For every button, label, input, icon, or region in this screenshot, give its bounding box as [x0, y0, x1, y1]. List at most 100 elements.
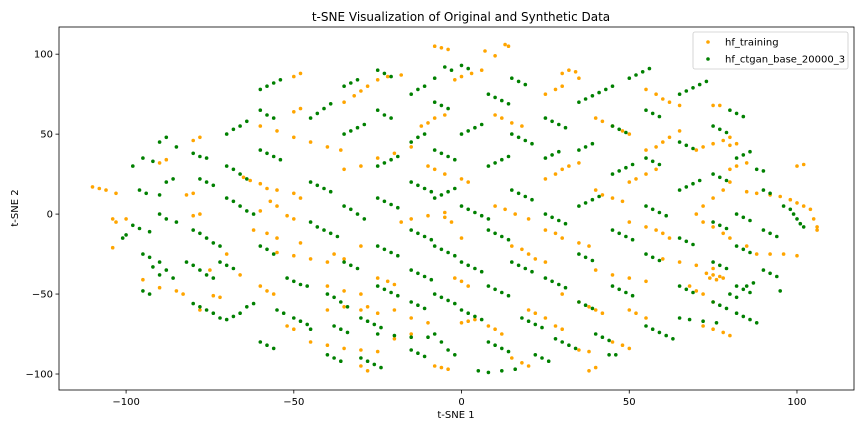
data-point [332, 295, 336, 300]
data-point [567, 68, 571, 72]
data-point [624, 290, 628, 295]
data-point [711, 273, 715, 277]
data-point [486, 370, 491, 375]
data-point [724, 226, 729, 231]
data-point [526, 217, 531, 221]
data-point [593, 365, 598, 370]
data-point [667, 236, 672, 240]
data-point [258, 124, 263, 128]
data-point [191, 301, 195, 306]
data-point [677, 316, 682, 320]
data-point [459, 74, 464, 79]
data-point [795, 217, 799, 221]
data-point [677, 103, 682, 108]
data-point [650, 159, 655, 164]
data-point [724, 306, 729, 311]
data-point [198, 231, 202, 236]
data-point [362, 217, 367, 221]
data-point [500, 346, 504, 351]
data-point [600, 119, 605, 124]
data-point [654, 145, 658, 149]
data-point [728, 108, 732, 112]
data-point [191, 191, 195, 196]
data-point [754, 321, 759, 325]
data-point [479, 68, 484, 72]
data-point [744, 284, 749, 288]
data-point [590, 258, 595, 263]
data-point [349, 129, 353, 133]
data-point [751, 281, 756, 285]
data-point [375, 332, 380, 336]
data-point [258, 340, 263, 344]
data-point [375, 156, 380, 160]
data-point [453, 353, 457, 357]
data-point [573, 70, 578, 74]
data-point [768, 231, 772, 236]
data-point [342, 260, 346, 264]
data-point [275, 250, 279, 255]
data-point [657, 162, 662, 167]
data-point [593, 188, 598, 192]
data-point [711, 124, 715, 128]
data-point [409, 348, 414, 352]
data-point [265, 186, 269, 191]
data-point [265, 84, 269, 88]
data-point [409, 316, 414, 320]
data-point [157, 193, 162, 197]
data-point [493, 343, 497, 348]
x-tick-label: 100 [787, 397, 806, 408]
legend-box [692, 31, 849, 70]
data-point [795, 253, 799, 258]
data-point [701, 204, 705, 208]
data-point [224, 196, 229, 200]
data-point [610, 196, 615, 200]
data-point [392, 333, 397, 338]
data-point [432, 196, 437, 200]
data-point [741, 247, 746, 252]
data-point [506, 154, 511, 159]
data-point [453, 186, 457, 191]
data-point [292, 191, 296, 196]
chart-title: t-SNE Visualization of Original and Synt… [312, 10, 610, 24]
data-point [513, 367, 517, 372]
data-point [372, 322, 377, 327]
data-point [365, 369, 370, 373]
data-point [342, 204, 346, 208]
data-point [342, 132, 346, 136]
data-point [748, 218, 752, 223]
data-point [520, 316, 524, 320]
data-point [265, 289, 269, 293]
data-point [610, 84, 615, 88]
data-point [510, 132, 514, 136]
data-point [694, 289, 699, 293]
data-point [650, 207, 655, 212]
data-point [409, 145, 414, 149]
data-point [429, 237, 434, 242]
data-point [137, 226, 142, 231]
data-point [285, 276, 289, 280]
data-point [687, 317, 692, 322]
data-point [292, 253, 296, 258]
data-point [466, 129, 471, 133]
data-point [459, 132, 464, 136]
data-point [131, 223, 135, 228]
data-point [557, 218, 561, 223]
data-point [231, 127, 236, 132]
data-point [292, 327, 296, 332]
data-point [577, 161, 581, 165]
data-point [359, 308, 363, 312]
plot-area-frame [58, 26, 855, 391]
data-point [211, 276, 216, 280]
data-point [577, 100, 581, 104]
data-point [754, 191, 759, 196]
data-point [526, 308, 531, 312]
data-point [644, 252, 648, 256]
data-point [365, 319, 370, 324]
data-point [728, 135, 732, 140]
data-point [516, 79, 521, 84]
data-point [439, 46, 444, 50]
data-point [788, 197, 793, 202]
data-point [493, 231, 497, 236]
data-point [671, 337, 675, 341]
data-point [426, 335, 430, 340]
